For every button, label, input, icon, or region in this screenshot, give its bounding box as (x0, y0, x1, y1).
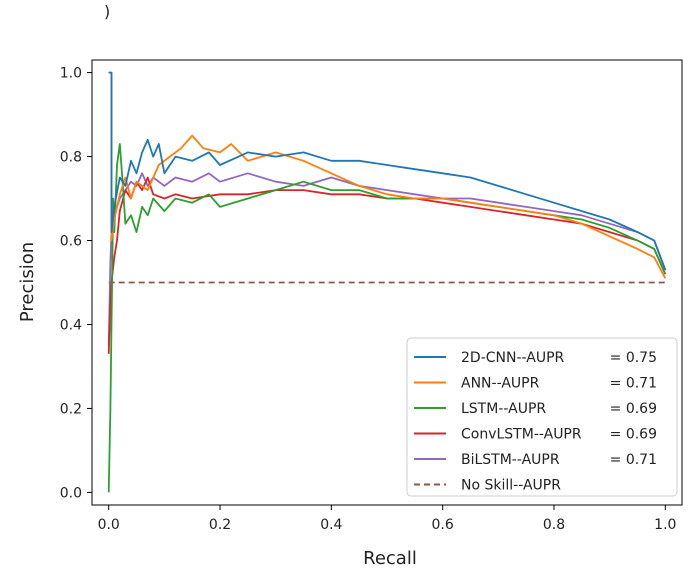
legend-score: = 0.69 (610, 427, 657, 443)
x-tick-label: 0.0 (98, 517, 120, 533)
legend-label: ConvLSTM--AUPR (461, 427, 582, 443)
plot-frame (91, 59, 683, 506)
legend-label: ANN--AUPR (461, 376, 540, 392)
y-axis-ticks: 0.0 0.2 0.4 0.6 0.8 1.0 (60, 66, 92, 501)
legend-label: LSTM--AUPR (461, 401, 546, 417)
series-line-convlstm (107, 176, 667, 354)
series-layer (107, 71, 667, 493)
y-tick-label: 0.6 (60, 234, 82, 250)
legend-label: 2D-CNN--AUPR (461, 350, 565, 366)
legend-score: = 0.69 (610, 401, 657, 417)
y-axis-title: Precision (17, 242, 38, 322)
corner-mark: ) (104, 2, 111, 21)
x-tick-label: 0.8 (543, 517, 565, 533)
legend-label: BiLSTM--AUPR (461, 452, 560, 468)
x-axis-title: Recall (363, 548, 417, 569)
plot-area (91, 59, 683, 506)
y-tick-label: 0.0 (60, 485, 82, 501)
x-axis-ticks: 0.0 0.2 0.4 0.6 0.8 1.0 (98, 505, 676, 533)
legend-items: 2D-CNN--AUPR = 0.75 ANN--AUPR = 0.71 LSTM--A… (414, 350, 657, 494)
y-tick-label: 0.4 (60, 317, 82, 333)
series-line-ann (108, 71, 667, 279)
legend-score: = 0.75 (610, 350, 657, 366)
series-line-2d-cnn (108, 71, 667, 271)
legend-label: No Skill--AUPR (461, 478, 561, 494)
legend-score: = 0.71 (610, 376, 657, 392)
legend: 2D-CNN--AUPR = 0.75 ANN--AUPR = 0.71 LSTM--A… (406, 337, 678, 497)
legend-score: = 0.71 (610, 452, 657, 468)
y-tick-label: 0.8 (60, 150, 82, 166)
x-tick-label: 0.4 (320, 517, 342, 533)
y-tick-label: 1.0 (60, 66, 82, 82)
x-tick-label: 0.2 (209, 517, 231, 533)
x-tick-label: 0.6 (432, 517, 454, 533)
legend-box (406, 337, 678, 497)
x-tick-label: 1.0 (654, 517, 676, 533)
y-tick-label: 0.2 (60, 401, 82, 417)
